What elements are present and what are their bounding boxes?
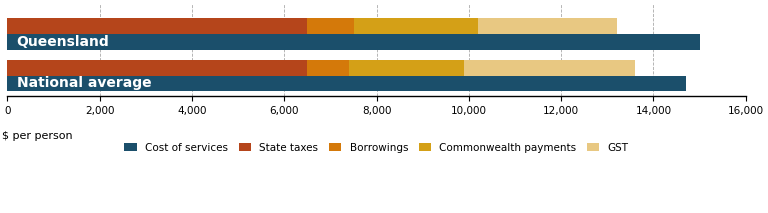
Bar bbox=[307, 18, 353, 34]
Bar bbox=[8, 60, 307, 76]
Bar bbox=[349, 60, 465, 76]
Bar bbox=[8, 18, 307, 34]
Text: Queensland: Queensland bbox=[17, 35, 109, 49]
Bar bbox=[353, 18, 478, 34]
Bar bbox=[465, 60, 635, 76]
Legend: Cost of services, State taxes, Borrowings, Commonwealth payments, GST: Cost of services, State taxes, Borrowing… bbox=[121, 138, 633, 157]
Bar bbox=[8, 76, 686, 91]
Bar bbox=[307, 60, 349, 76]
Bar bbox=[8, 34, 700, 50]
Text: National average: National average bbox=[17, 76, 151, 91]
Bar bbox=[478, 18, 617, 34]
X-axis label: $ per person: $ per person bbox=[2, 131, 72, 141]
